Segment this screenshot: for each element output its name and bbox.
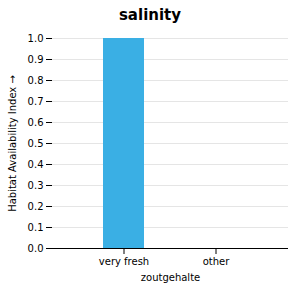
svg-text:0.0: 0.0 bbox=[28, 243, 44, 254]
svg-text:0.4: 0.4 bbox=[28, 159, 44, 170]
svg-text:0.5: 0.5 bbox=[28, 138, 44, 149]
svg-text:1.0: 1.0 bbox=[28, 33, 44, 44]
svg-text:0.2: 0.2 bbox=[28, 201, 44, 212]
svg-text:0.9: 0.9 bbox=[28, 54, 44, 65]
svg-text:0.1: 0.1 bbox=[28, 222, 44, 233]
svg-text:zoutgehalte: zoutgehalte bbox=[141, 272, 200, 283]
svg-text:0.6: 0.6 bbox=[28, 117, 44, 128]
svg-text:0.7: 0.7 bbox=[28, 96, 44, 107]
svg-text:0.3: 0.3 bbox=[28, 180, 44, 191]
svg-text:0.8: 0.8 bbox=[28, 75, 44, 86]
svg-text:Habitat Availability Index →: Habitat Availability Index → bbox=[7, 75, 18, 212]
html-text:salinity: salinity bbox=[118, 6, 181, 24]
svg-text:other: other bbox=[203, 256, 231, 267]
svg-text:very fresh: very fresh bbox=[99, 256, 149, 267]
